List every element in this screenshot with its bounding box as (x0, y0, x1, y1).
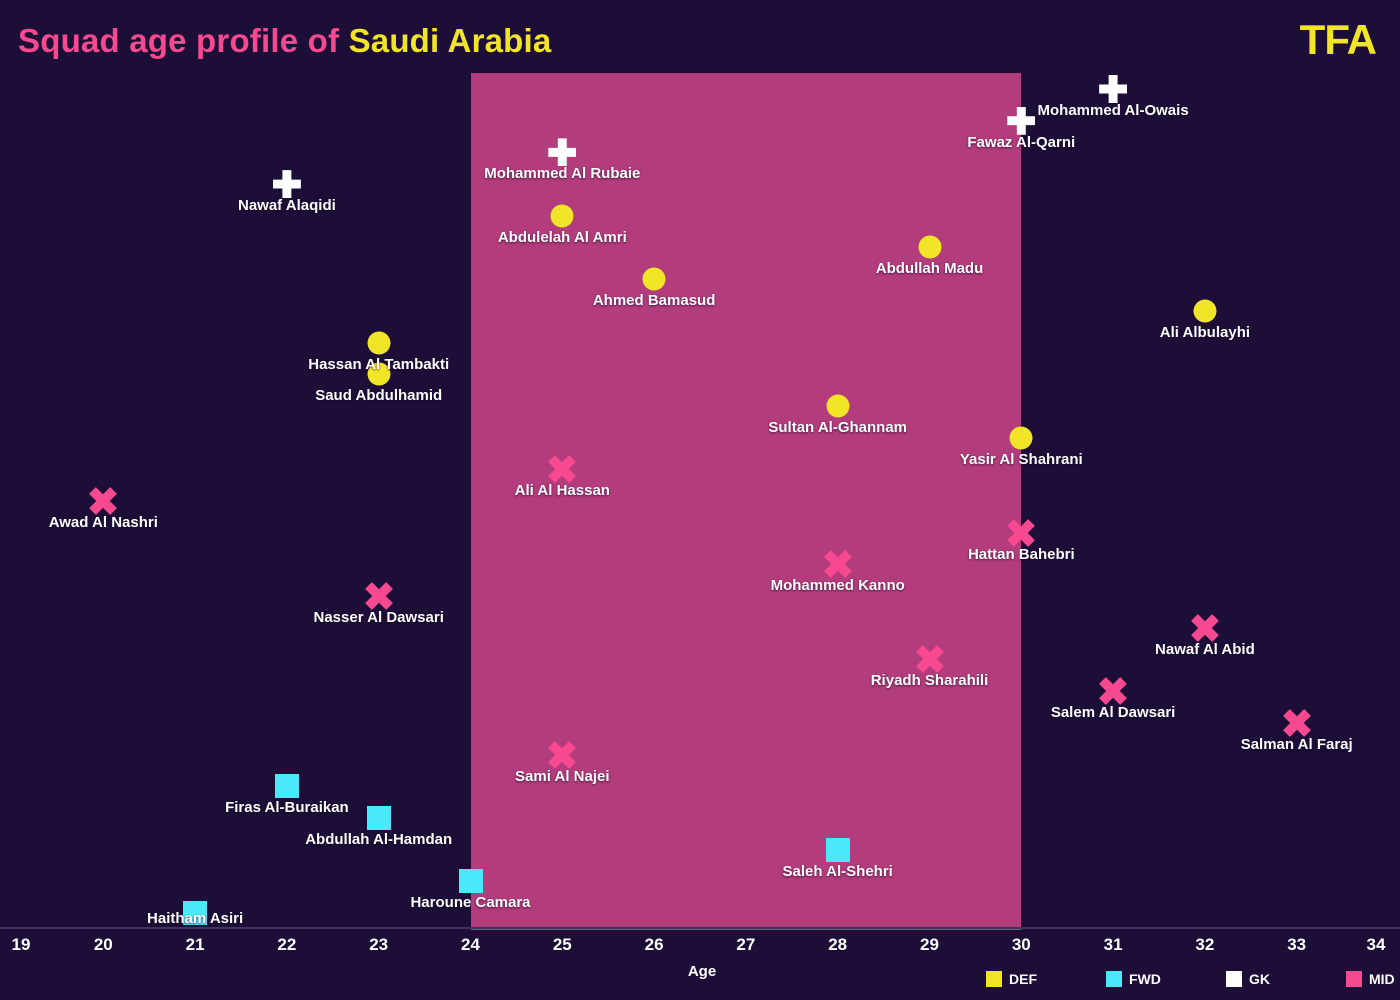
player-label: Sami Al Najei (515, 767, 610, 785)
x-tick-24: 24 (461, 935, 480, 954)
tfa-logo: TFA (1299, 16, 1377, 63)
player-label: Abdullah Al-Hamdan (305, 830, 453, 848)
player-label: Ali Al Hassan (514, 482, 610, 500)
player-marker-square (825, 837, 850, 862)
age-highlight-band (470, 73, 1022, 930)
player-marker-circle (642, 267, 666, 291)
legend-item-def: DEF (986, 971, 1037, 987)
x-tick-26: 26 (644, 935, 664, 954)
player-marker-circle (826, 394, 850, 418)
x-tick-25: 25 (552, 935, 572, 954)
player-marker-circle (550, 204, 574, 228)
player-marker-square (183, 901, 208, 925)
legend-swatch-def (986, 971, 1002, 987)
x-tick-34: 34 (1366, 935, 1386, 954)
player-marker-circle (1009, 426, 1033, 450)
player-marker-square (458, 869, 483, 894)
legend-item-gk: GK (1226, 971, 1270, 987)
player-marker-plus (272, 170, 301, 199)
x-tick-29: 29 (920, 935, 939, 954)
player-label: Ahmed Bamasud (592, 292, 716, 310)
player-label: Mohammed Al-Owais (1037, 102, 1189, 119)
player-label: Hassan Al Tambakti (308, 355, 450, 373)
x-tick-31: 31 (1103, 935, 1123, 954)
x-tick-23: 23 (369, 935, 389, 954)
legend-item-mid: MID (1346, 971, 1395, 987)
player-label: Yasir Al Shahrani (959, 450, 1083, 468)
x-tick-30: 30 (1011, 935, 1031, 954)
legend-label: GK (1249, 971, 1270, 987)
player-marker-circle (918, 235, 941, 259)
x-axis-title: Age (687, 963, 717, 980)
x-tick-20: 20 (93, 935, 113, 954)
page-title: Squad age profile of Saudi Arabia (18, 22, 551, 60)
player-label: Awad Al Nashri (48, 514, 158, 531)
player-label: Firas Al-Buraikan (225, 799, 349, 817)
x-tick-32: 32 (1195, 935, 1215, 954)
player-label: Hattan Bahebri (967, 545, 1075, 563)
x-tick-22: 22 (277, 935, 297, 954)
legend-item-fwd: FWD (1106, 971, 1161, 987)
player-label: Fawaz Al-Qarni (967, 133, 1076, 151)
player-label: Riyadh Sharahili (870, 672, 989, 690)
player-marker-circle (367, 331, 391, 355)
x-tick-33: 33 (1287, 935, 1307, 954)
title-prefix: Squad age profile of (18, 22, 349, 59)
player-label: Sultan Al-Ghannam (768, 418, 907, 436)
player-label: Mohammed Al Rubaie (484, 165, 641, 183)
player-label: Nawaf Al Abid (1155, 640, 1255, 658)
x-tick-27: 27 (736, 935, 756, 954)
player-label: Salem Al Dawsari (1050, 704, 1176, 722)
player-label: Nawaf Alaqidi (237, 197, 336, 215)
x-tick-19: 19 (11, 935, 31, 954)
legend-swatch-gk (1226, 971, 1242, 987)
legend-swatch-fwd (1106, 971, 1122, 987)
player-label: Abdullah Madu (875, 260, 984, 278)
player-marker-plus (1099, 75, 1128, 103)
legend-label: DEF (1009, 971, 1037, 987)
player-label: Haroune Camara (410, 894, 531, 912)
player-marker-square (366, 805, 391, 830)
legend-swatch-mid (1346, 971, 1362, 987)
player-label: Salman Al Faraj (1240, 735, 1353, 753)
title-team: Saudi Arabia (348, 22, 552, 59)
player-label: Saud Abdulhamid (315, 387, 443, 405)
player-marker-square (274, 774, 299, 799)
player-label: Nasser Al Dawsari (313, 609, 444, 627)
player-label: Haitham Asiri (147, 910, 244, 927)
x-tick-21: 21 (185, 935, 205, 954)
legend-label: MID (1369, 971, 1395, 987)
legend-label: FWD (1129, 971, 1161, 987)
player-label: Ali Albulayhi (1159, 323, 1251, 341)
player-marker-circle (1193, 299, 1217, 323)
player-label: Mohammed Kanno (770, 577, 905, 595)
player-marker-circle (367, 362, 391, 386)
x-axis-line (0, 927, 1400, 929)
player-label: Abdulelah Al Amri (497, 228, 627, 246)
x-tick-28: 28 (828, 935, 848, 954)
player-label: Saleh Al-Shehri (782, 862, 893, 880)
